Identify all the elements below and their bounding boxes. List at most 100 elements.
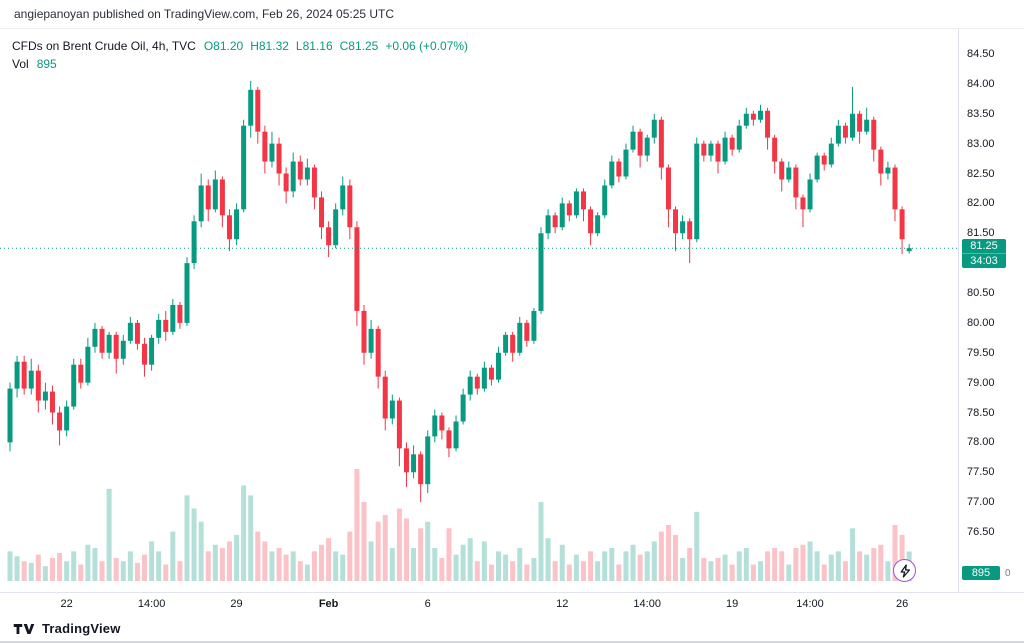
time-axis-label: 6 — [424, 598, 431, 610]
volume-bar — [198, 521, 204, 581]
volume-bar — [899, 534, 905, 581]
candle-body — [177, 304, 183, 323]
footer-bar: TradingView — [0, 616, 1024, 643]
candle-body — [835, 125, 841, 144]
volume-bar — [729, 564, 735, 581]
chart-canvas[interactable] — [0, 29, 958, 592]
volume-bar — [177, 561, 183, 581]
volume-bar — [354, 469, 360, 581]
candle-body — [786, 167, 792, 180]
ohlc-close: C81.25 — [339, 39, 379, 53]
volume-bar — [368, 541, 374, 581]
price-axis-label: 84.00 — [967, 77, 995, 90]
volume-bar — [673, 534, 679, 581]
candle-body — [368, 328, 374, 353]
candle-body — [538, 233, 544, 311]
candle-body — [573, 191, 579, 216]
volume-bar — [21, 561, 27, 581]
time-axis[interactable]: 22 14:00 29 Feb 6 12 14:00 19 14:00 26 — [0, 592, 1024, 616]
candle-body — [743, 113, 749, 126]
volume-bar — [92, 548, 98, 581]
volume-bar — [715, 557, 721, 581]
candle-body — [715, 143, 721, 162]
candle-body — [42, 391, 48, 401]
candle-body — [658, 119, 664, 168]
volume-axis-zero-label: 0 — [1005, 568, 1011, 579]
volume-bar — [85, 544, 91, 581]
volume-bar — [474, 561, 480, 581]
candle-body — [99, 328, 105, 353]
candle-body — [757, 110, 763, 120]
tradingview-logo-icon[interactable] — [13, 622, 35, 636]
candle-body — [694, 143, 700, 240]
volume-bar — [892, 525, 898, 581]
tradingview-wordmark[interactable]: TradingView — [42, 621, 121, 636]
volume-bar — [644, 551, 650, 581]
candle-body — [800, 197, 806, 210]
volume-bar — [311, 551, 317, 581]
candle-body — [340, 185, 346, 210]
candle-body — [411, 454, 417, 473]
candle-body — [439, 415, 445, 431]
candle-body — [205, 185, 211, 210]
volume-bar — [78, 564, 84, 581]
candle-body — [517, 322, 523, 353]
volume-bar — [609, 548, 615, 581]
candle-body — [878, 149, 884, 174]
volume-bar — [49, 557, 55, 581]
volume-bar — [800, 544, 806, 581]
candle-body — [198, 185, 204, 222]
candle-body — [609, 161, 615, 186]
candle-body — [736, 125, 742, 150]
volume-bar — [212, 544, 218, 581]
candle-body — [425, 436, 431, 485]
candle-body — [545, 215, 551, 234]
volume-bar — [722, 554, 728, 581]
price-axis-label: 82.00 — [967, 197, 995, 210]
volume-bar — [616, 564, 622, 581]
candle-body — [651, 119, 657, 138]
price-axis[interactable]: 81.25 34:03 895 0 84.50 84.00 83.50 83.00 82… — [958, 29, 1024, 592]
volume-bar — [651, 541, 657, 581]
volume-bar — [588, 551, 594, 581]
volume-bar — [821, 564, 827, 581]
candle-body — [326, 227, 332, 246]
volume-bar — [149, 541, 155, 581]
candle-body — [701, 143, 707, 156]
volume-bar — [460, 544, 466, 581]
volume-bar — [453, 554, 459, 581]
volume-bar — [418, 528, 424, 581]
volume-axis-badge: 895 — [962, 566, 1000, 580]
volume-bar — [99, 561, 105, 581]
candle-body — [191, 221, 197, 264]
volume-bar — [573, 554, 579, 581]
volume-bar — [793, 548, 799, 581]
price-axis-label: 83.50 — [967, 107, 995, 120]
candle-body — [92, 328, 98, 347]
volume-bar — [276, 548, 282, 581]
volume-bar — [71, 551, 77, 581]
price-axis-label: 78.00 — [967, 436, 995, 449]
time-axis-label: 26 — [895, 598, 909, 610]
boost-button[interactable] — [893, 559, 916, 582]
volume-bar — [878, 544, 884, 581]
ohlc-low: L81.16 — [295, 39, 333, 53]
volume-bar — [290, 551, 296, 581]
candle-body — [304, 167, 310, 180]
symbol-title: CFDs on Brent Crude Oil, 4h, TVC — [12, 39, 196, 53]
legend-line-1: CFDs on Brent Crude Oil, 4h, TVC O81.20 H8… — [12, 37, 475, 55]
volume-bar — [106, 488, 112, 581]
candlestick-volume-plot[interactable] — [0, 29, 958, 592]
candle-body — [729, 137, 735, 150]
volume-bar — [580, 561, 586, 581]
candle-body — [149, 337, 155, 365]
price-axis-label: 79.00 — [967, 376, 995, 389]
volume-bar — [425, 521, 431, 581]
volume-bar — [340, 554, 346, 581]
candle-body — [382, 376, 388, 419]
candle-body — [361, 310, 367, 353]
time-axis-label: Feb — [318, 598, 339, 610]
candle-body — [503, 334, 509, 353]
candle-body — [106, 334, 112, 353]
volume-bar — [396, 508, 402, 581]
